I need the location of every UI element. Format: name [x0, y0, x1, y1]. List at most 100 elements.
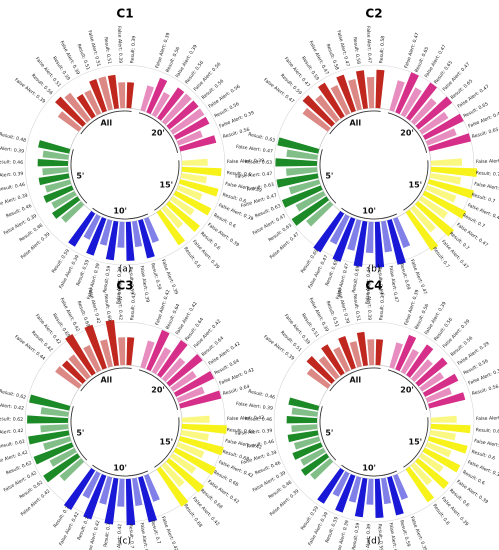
- bar: [406, 344, 434, 378]
- bar: [170, 370, 197, 392]
- bar: [410, 462, 433, 486]
- bar-label: False Alert: 0.42: [227, 415, 264, 422]
- bar: [57, 111, 82, 132]
- bar: [176, 441, 205, 459]
- bar: [306, 201, 334, 227]
- bar: [42, 167, 69, 176]
- bar: [38, 173, 70, 186]
- bar: [276, 173, 319, 188]
- bar: [425, 387, 452, 403]
- bar: [415, 357, 448, 387]
- bar: [117, 221, 125, 248]
- bar-label: Result: 0.51: [102, 37, 112, 65]
- bar: [422, 447, 461, 473]
- bar-label: Result: 0.65: [471, 127, 499, 140]
- bar: [180, 173, 207, 184]
- bar: [293, 436, 321, 450]
- bar: [178, 436, 224, 456]
- bar: [422, 373, 459, 397]
- chart-caption: (b): [368, 265, 381, 275]
- group-arc: [70, 406, 88, 461]
- bar-label: Result: 0.69: [76, 300, 91, 328]
- bar: [125, 478, 136, 526]
- bar: [170, 195, 195, 216]
- bar: [180, 430, 209, 441]
- group-label: All: [349, 118, 361, 127]
- bar-label: Result: 0.69: [324, 259, 340, 287]
- bar: [387, 219, 406, 265]
- bar: [161, 205, 184, 229]
- bar: [381, 220, 393, 253]
- bar: [287, 430, 319, 443]
- bar: [286, 167, 318, 176]
- bar-label: False Alert: 0.42: [0, 428, 24, 437]
- bar-label: Result: 0.39: [129, 36, 137, 64]
- group-arc: [403, 160, 429, 211]
- bar: [389, 342, 403, 369]
- bar: [353, 220, 368, 267]
- group-arc: [329, 367, 381, 392]
- bar: [367, 339, 375, 366]
- bar-label: Result: 0.7: [127, 524, 134, 549]
- bar: [302, 95, 335, 127]
- chart-caption: (c): [119, 537, 131, 547]
- group-arc: [154, 417, 180, 468]
- bar: [181, 423, 227, 434]
- bar: [157, 87, 185, 121]
- bar: [348, 476, 362, 503]
- bar-label: False Alert: 0.47: [236, 144, 274, 155]
- bar: [126, 82, 135, 109]
- bar-label: False Alert: 0.39: [474, 438, 499, 451]
- group-label: 10': [113, 206, 127, 215]
- bar-label: False Alert: 0.42: [116, 283, 123, 320]
- bar: [348, 79, 362, 111]
- bar: [118, 337, 126, 366]
- group-arc: [92, 207, 149, 220]
- bar: [100, 339, 113, 368]
- bar: [286, 416, 318, 424]
- chart-title: C4: [365, 279, 382, 293]
- bar-label: Result: 0.59: [75, 259, 91, 287]
- group-label: 20': [400, 386, 414, 395]
- group-arc: [80, 110, 132, 135]
- bar-label: Result: 0.59: [398, 520, 411, 548]
- bar-label: Result: 0.7: [103, 522, 113, 547]
- bar-label: False Alert: 0.39: [476, 415, 499, 422]
- bar: [374, 478, 384, 518]
- group-label: 15': [160, 181, 174, 190]
- bar: [427, 179, 474, 199]
- group-label: 15': [409, 181, 423, 190]
- group-arc: [80, 367, 132, 392]
- bar-label: False Alert: 0.39: [160, 259, 179, 296]
- bar: [176, 130, 203, 146]
- bar: [395, 334, 417, 372]
- bar: [173, 190, 212, 216]
- bar: [410, 205, 436, 233]
- group-label: 10': [362, 463, 376, 472]
- bar: [375, 339, 384, 366]
- bar-label: False Alert: 0.39: [138, 265, 150, 303]
- group-label: All: [100, 375, 112, 384]
- bar: [51, 196, 81, 219]
- bar-label: Result: 0.69: [398, 263, 411, 291]
- bar: [419, 195, 448, 219]
- group-arc: [319, 149, 337, 204]
- bar: [132, 477, 143, 507]
- bar: [68, 210, 96, 247]
- bar-label: False Alert: 0.47: [476, 158, 499, 165]
- bar: [151, 347, 172, 375]
- bar: [419, 452, 444, 473]
- chart-title: C2: [365, 7, 382, 21]
- bar: [178, 179, 219, 197]
- bar: [430, 415, 457, 423]
- bar-label: False Alert: 0.39: [365, 283, 372, 320]
- bar: [338, 336, 356, 370]
- bar: [387, 476, 404, 516]
- bar-label: False Alert: 0.42: [86, 287, 101, 325]
- bar-label: Result: 0.59: [324, 516, 340, 544]
- bar: [300, 447, 326, 466]
